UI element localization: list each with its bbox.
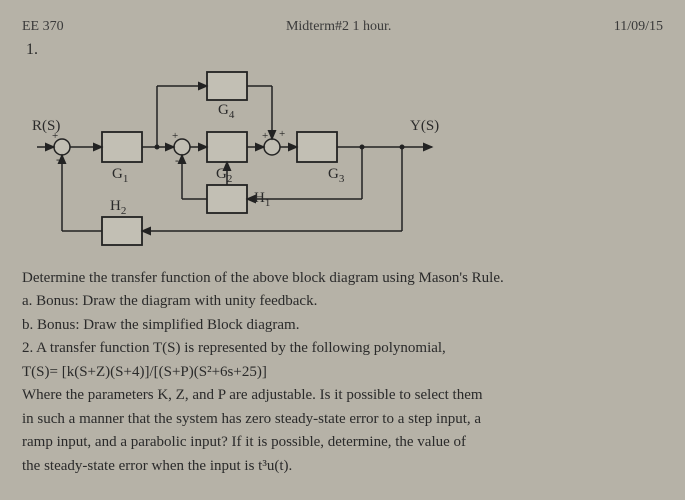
label-H2: H2 bbox=[110, 197, 126, 218]
q2-eq: T(S)= [k(S+Z)(S+4)]/[(S+P)(S²+6s+25)] bbox=[22, 363, 663, 383]
svg-text:-: - bbox=[175, 153, 179, 167]
svg-text:-: - bbox=[56, 152, 60, 166]
label-G2: G2 bbox=[216, 165, 232, 186]
header-center: Midterm#2 1 hour. bbox=[286, 18, 391, 36]
label-G1: G1 bbox=[112, 165, 128, 186]
svg-text:+: + bbox=[279, 128, 285, 140]
header-right: 11/09/15 bbox=[614, 18, 663, 36]
text-body: Determine the transfer function of the a… bbox=[22, 269, 663, 477]
q2-lead: 2. A transfer function T(S) is represent… bbox=[22, 339, 663, 359]
q1-text: Determine the transfer function of the a… bbox=[22, 269, 663, 289]
block-diagram: + - + - + + R(S) Y(S) G1 G2 G3 G4 H1 H2 bbox=[32, 67, 452, 257]
label-Y: Y(S) bbox=[410, 117, 439, 137]
q2-body4: the steady-state error when the input is… bbox=[22, 457, 663, 477]
svg-text:+: + bbox=[172, 130, 178, 142]
q1a: a. Bonus: Draw the diagram with unity fe… bbox=[22, 292, 663, 312]
label-G3: G3 bbox=[328, 165, 344, 186]
label-G4: G4 bbox=[218, 101, 234, 122]
svg-text:+: + bbox=[262, 130, 268, 142]
q2-body1: Where the parameters K, Z, and P are adj… bbox=[22, 386, 663, 406]
q1b: b. Bonus: Draw the simplified Block diag… bbox=[22, 316, 663, 336]
header: EE 370 Midterm#2 1 hour. 11/09/15 bbox=[22, 18, 663, 36]
block-diagram-svg: + - + - + + bbox=[32, 67, 452, 257]
question-1-number: 1. bbox=[26, 40, 663, 61]
q2-body3: ramp input, and a parabolic input? If it… bbox=[22, 433, 663, 453]
label-H1: H1 bbox=[254, 189, 270, 210]
q2-body2: in such a manner that the system has zer… bbox=[22, 410, 663, 430]
header-left: EE 370 bbox=[22, 18, 64, 36]
label-R: R(S) bbox=[32, 117, 60, 137]
